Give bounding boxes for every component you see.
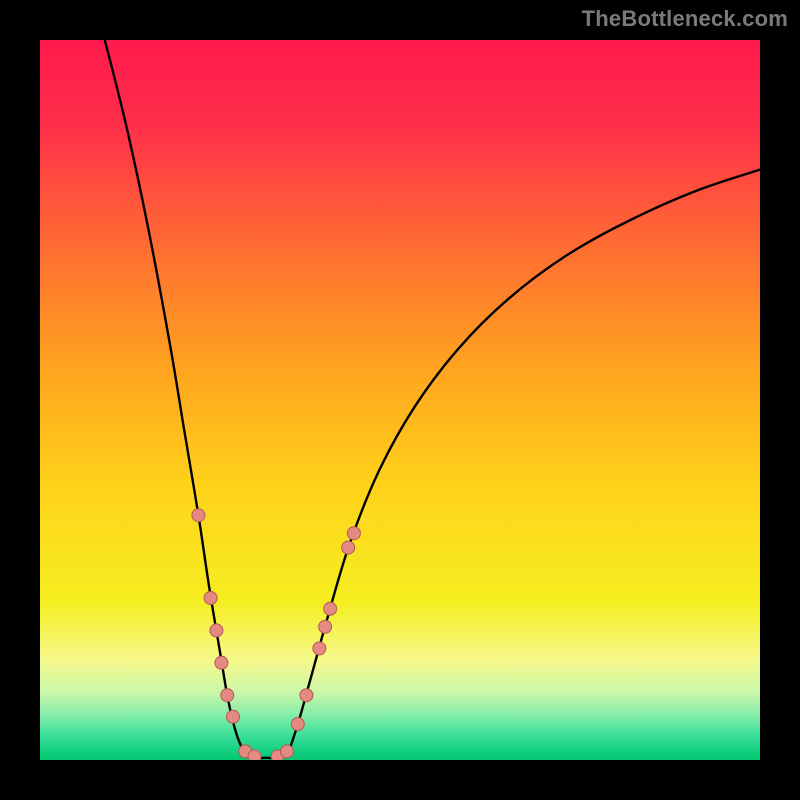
chart-frame: TheBottleneck.com [0,0,800,800]
data-point [204,592,217,605]
data-point [324,602,337,615]
data-point [280,745,293,758]
data-point [313,642,326,655]
watermark-text: TheBottleneck.com [582,6,788,32]
gradient-background [40,40,760,760]
data-point [342,541,355,554]
data-point [192,509,205,522]
data-point [210,624,223,637]
data-point [300,689,313,702]
data-point [319,620,332,633]
data-point [248,750,261,760]
plot-area [40,40,760,760]
data-point [215,656,228,669]
bottleneck-chart [40,40,760,760]
data-point [221,689,234,702]
data-point [347,527,360,540]
data-point [291,718,304,731]
data-point [226,710,239,723]
